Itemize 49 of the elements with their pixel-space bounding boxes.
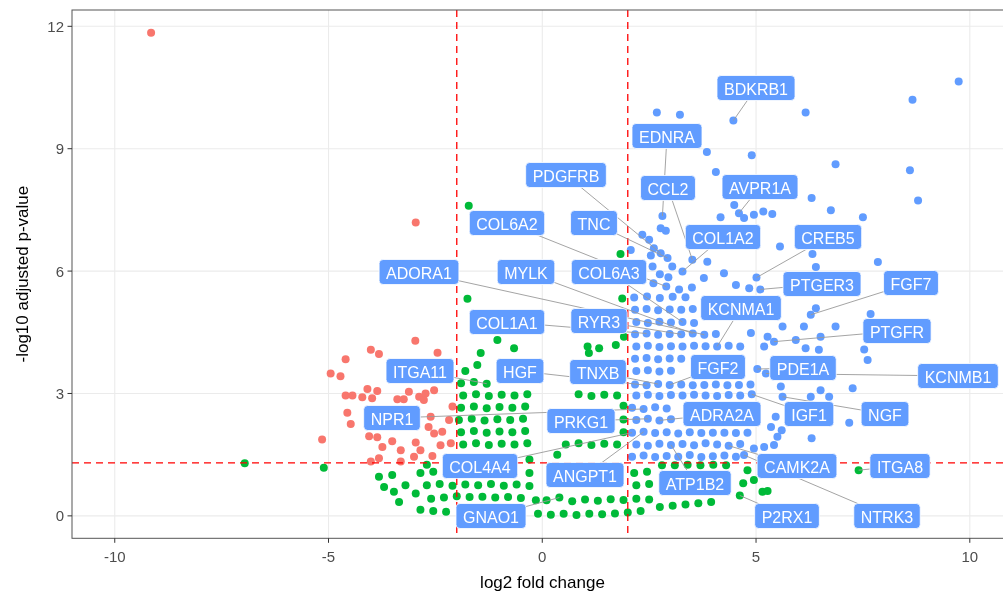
y-tick-label: 9 (55, 140, 64, 158)
annotation: ANGPT1 (552, 467, 618, 485)
annotation: ADRA2A (689, 406, 755, 424)
annotation: MYLK (504, 264, 549, 282)
annotation: AVPR1A (729, 179, 792, 197)
annotation: COL4A4 (449, 458, 511, 476)
annotation: PDGFRB (532, 167, 600, 185)
annotation: COL6A2 (476, 215, 538, 233)
y-axis-title: -log10 adjusted p-value (12, 185, 32, 363)
annotation: COL6A3 (578, 264, 640, 282)
annotation: PTGER3 (789, 276, 855, 294)
y-tick-label: 6 (55, 262, 64, 280)
annotation: NTRK3 (860, 508, 914, 526)
annotation: TNC (577, 215, 611, 233)
annotation: CREB5 (801, 229, 855, 247)
y-tick-label: 0 (55, 507, 64, 525)
annotation: ITGA11 (393, 363, 448, 381)
x-tick-label: 10 (961, 547, 979, 565)
annotation: CAMK2A (764, 458, 831, 476)
annotation: ITGA8 (876, 458, 924, 476)
x-axis-title: log2 fold change (480, 572, 605, 592)
x-tick-label: 5 (751, 547, 761, 565)
annotation: BDKRB1 (723, 80, 789, 98)
x-tick-label: -10 (103, 547, 126, 565)
annotation: KCNMA1 (707, 300, 775, 318)
annotation: PRKG1 (553, 413, 609, 431)
annotation: COL1A2 (692, 229, 754, 247)
y-tick-label: 12 (47, 17, 64, 35)
x-tick-label: 0 (538, 547, 547, 565)
annotation: NPR1 (370, 410, 414, 428)
annotation: PTGFR (869, 323, 925, 341)
annotation: CCL2 (647, 180, 689, 198)
annotation: PDE1A (776, 360, 830, 378)
y-tick-label: 3 (55, 384, 64, 402)
annotation: TNXB (576, 364, 620, 382)
annotation: EDNRA (638, 128, 696, 146)
annotation: GNAO1 (462, 508, 520, 526)
x-tick-label: -5 (321, 547, 336, 565)
annotation: IGF1 (791, 406, 827, 424)
annotation: FGF2 (697, 359, 739, 377)
annotation: KCNMB1 (924, 368, 992, 386)
annotation: P2RX1 (761, 508, 813, 526)
annotation: HGF (503, 363, 538, 381)
annotation: NGF (868, 406, 903, 424)
annotation: ADORA1 (386, 264, 452, 282)
annotation: FGF7 (890, 275, 932, 293)
annotation: COL1A1 (476, 314, 538, 332)
annotation: RYR3 (577, 313, 621, 331)
annotation: ATP1B2 (665, 475, 725, 493)
